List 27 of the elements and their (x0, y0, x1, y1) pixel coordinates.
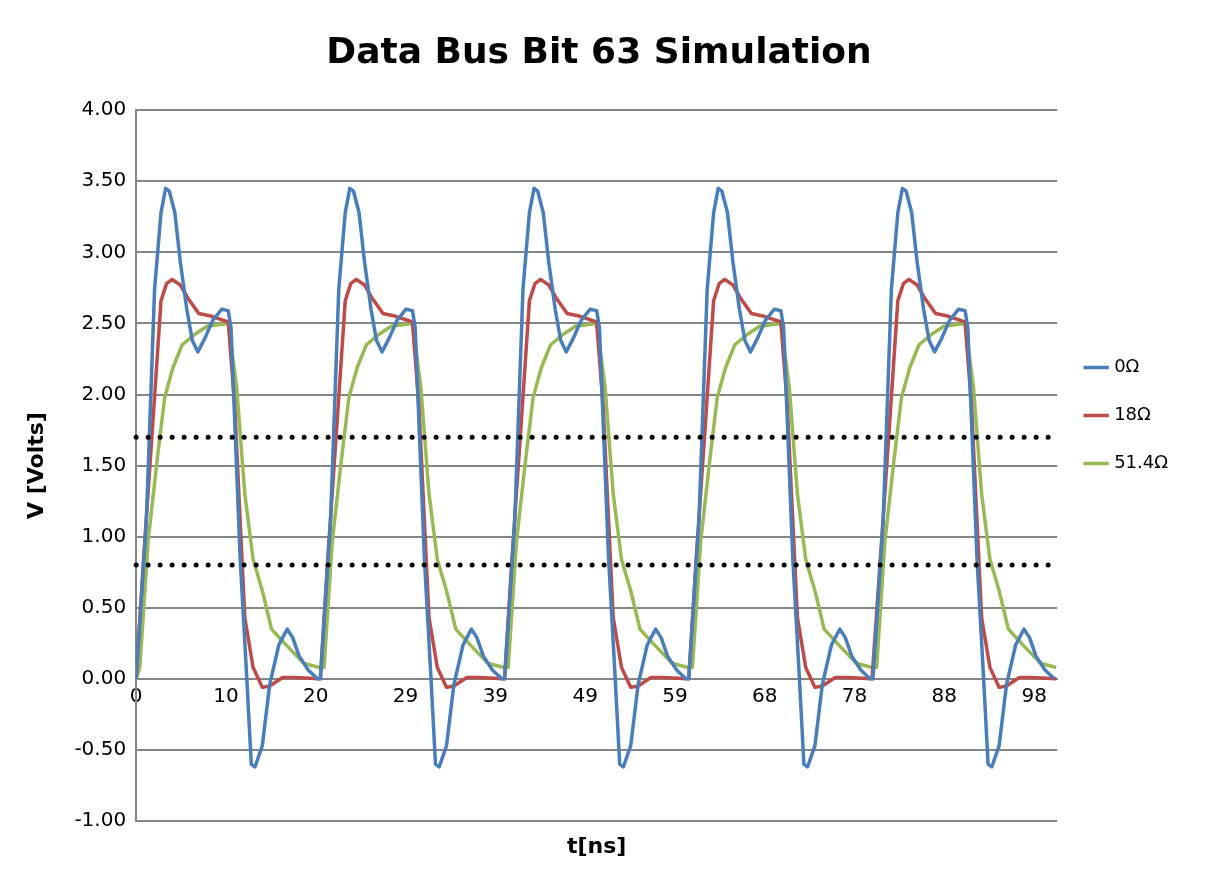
chart-title: Data Bus Bit 63 Simulation (326, 29, 872, 71)
x-tick-label: 68 (752, 683, 778, 708)
x-axis-title: t[ns] (566, 833, 627, 858)
x-tick-label: 20 (303, 683, 329, 708)
x-tick-label: 39 (482, 683, 509, 708)
x-tick-label: 98 (1021, 683, 1047, 708)
legend-label: 51.4Ω (1114, 451, 1169, 473)
y-tick-label: 1.00 (81, 522, 127, 547)
y-tick-label: 3.00 (81, 238, 127, 263)
x-tick-label: 49 (572, 683, 598, 708)
y-tick-label: 2.50 (81, 309, 127, 334)
legend-label: 0Ω (1114, 355, 1140, 377)
y-axis-title: V [Volts] (22, 412, 48, 520)
legend-label: 18Ω (1114, 403, 1152, 425)
y-tick-label: 0.00 (81, 665, 127, 690)
y-tick-label: 2.00 (81, 380, 127, 405)
x-tick-label: 78 (841, 683, 868, 708)
y-tick-label: 4.00 (81, 96, 127, 121)
x-tick-label: 10 (213, 683, 239, 708)
x-tick-label: 59 (662, 683, 688, 708)
y-tick-label: 0.50 (81, 593, 127, 618)
x-tick-label: 29 (392, 683, 419, 708)
y-tick-label: -1.00 (74, 807, 127, 832)
y-tick-label: 3.50 (81, 167, 127, 192)
y-tick-label: 1.50 (81, 451, 127, 476)
x-tick-label: 88 (931, 683, 958, 708)
y-tick-label: -0.50 (74, 736, 127, 761)
